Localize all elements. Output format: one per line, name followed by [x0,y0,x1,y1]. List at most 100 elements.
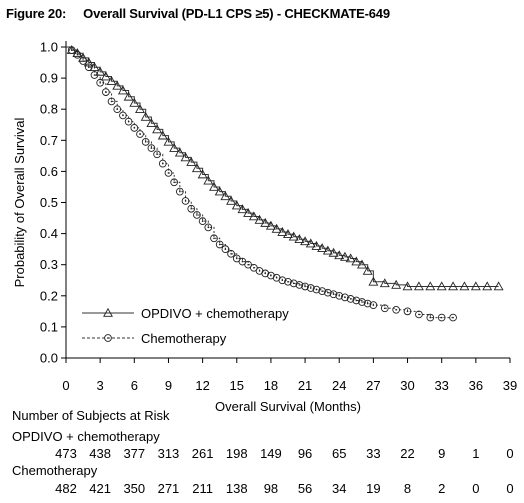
risk-count: 1 [472,446,480,461]
censor-marker-circle-dot [253,267,255,269]
censor-marker-triangle [186,156,197,166]
censor-marker-circle [193,211,201,219]
censor-marker-triangle [106,76,117,86]
censor-marker-circle [187,204,196,213]
censor-marker-circle-dot [304,285,306,288]
censor-marker-circle-dot [395,308,397,311]
x-tick-label: 6 [131,378,138,393]
censor-marker-triangle [379,278,390,288]
y-tick-label: 0.7 [40,133,58,148]
censor-marker-circle-dot [344,296,346,299]
y-tick-label: 0.9 [40,71,58,86]
censor-marker-circle-dot [122,114,124,117]
censor-marker-circle [90,71,99,79]
y-tick-label: 0.8 [40,102,58,117]
censor-marker-triangle [157,130,168,140]
censor-marker-triangle [243,207,254,217]
censor-marker-circle [204,223,213,232]
risk-count: 96 [297,446,313,461]
censor-marker-circle-dot [144,141,147,143]
censor-marker-circle [73,50,82,59]
censor-marker-circle-dot [406,310,409,313]
risk-count: 2 [438,481,446,496]
censor-marker-circle-dot [275,276,278,279]
censor-marker-triangle [448,281,459,291]
censor-marker-triangle [283,229,293,239]
series-chemo [66,46,457,322]
risk-count: 19 [366,481,381,496]
censor-marker-triangle [288,231,299,241]
censor-marker-circle [147,144,156,152]
censor-marker-circle-dot [105,91,107,93]
censor-marker-circle-dot [327,291,329,294]
risk-group-label-opdivo: OPDIVO + chemotherapy [12,429,160,444]
censor-marker-circle-dot [372,304,375,306]
censor-marker-circle-dot [287,281,289,283]
censor-marker-triangle [362,265,373,275]
censor-marker-circle [295,281,304,289]
censor-marker-circle-dot [270,274,272,277]
censor-marker-triangle [169,142,180,152]
censor-marker-circle-dot [418,313,420,316]
censor-marker-triangle [311,240,322,250]
censor-marker-circle [130,124,139,132]
censor-marker-circle [96,78,105,87]
y-tick-label: 0.2 [40,288,58,303]
censor-marker-triangle [117,85,128,95]
censor-marker-triangle [493,281,504,291]
censor-marker-circle-dot [338,295,341,297]
censor-marker-triangle [459,281,470,291]
risk-count: 98 [263,481,279,496]
legend-label: OPDIVO + chemotherapy [141,306,289,321]
series-line [66,46,499,287]
censor-marker-circle [306,284,315,292]
y-tick-label: 0.5 [40,195,58,210]
risk-count: 0 [506,446,514,461]
censor-marker-circle-dot [127,120,130,123]
censor-marker-circle-dot [332,293,335,296]
censor-marker-triangle [305,238,316,248]
censor-marker-circle-dot [82,60,84,62]
censor-marker-circle-dot [298,284,301,286]
legend: OPDIVO + chemotherapy Chemotherapy [82,306,289,346]
censor-marker-triangle [470,281,481,291]
censor-marker-triangle [391,279,402,289]
censor-marker-triangle [129,97,140,107]
censor-marker-triangle [140,111,151,121]
censor-marker-circle [289,279,298,288]
censor-marker-triangle [248,211,259,221]
legend-label: Chemotherapy [141,331,227,346]
censor-marker-circle [136,130,144,138]
censor-marker-circle [215,240,224,249]
censor-marker-circle [301,282,309,291]
censor-marker-circle [426,313,435,322]
censor-marker-triangle [226,195,237,205]
censor-marker-circle [318,287,327,295]
risk-count: 56 [297,481,313,496]
censor-marker-triangle [72,48,83,58]
censor-marker-triangle [163,136,174,146]
censor-marker-circle [284,277,292,286]
censor-marker-circle-dot [309,287,312,289]
y-tick-label: 0.1 [40,319,58,334]
censor-marker-triangle [214,186,225,196]
risk-count: 149 [260,446,282,461]
censor-marker-circle [107,97,116,106]
censor-marker-circle-dot [224,248,227,250]
x-axis-label: Overall Survival (Months) [215,399,361,414]
y-axis-label: Probability of Overall Survival [12,117,27,287]
censor-marker-circle [79,57,87,65]
censor-marker-circle-dot [247,263,249,266]
x-tick-label: 33 [434,378,448,393]
censor-marker-circle [119,111,127,120]
censor-marker-circle [352,296,361,305]
censor-marker-circle-dot [196,214,198,216]
risk-count: 9 [438,446,446,461]
censor-marker-circle [363,299,372,308]
risk-count: 473 [55,446,77,461]
censor-marker-circle-dot [258,270,261,272]
censor-marker-circle [141,138,150,146]
censor-marker-triangle [339,251,350,261]
censor-marker-circle-dot [139,133,141,135]
censor-marker-circle [170,178,179,187]
